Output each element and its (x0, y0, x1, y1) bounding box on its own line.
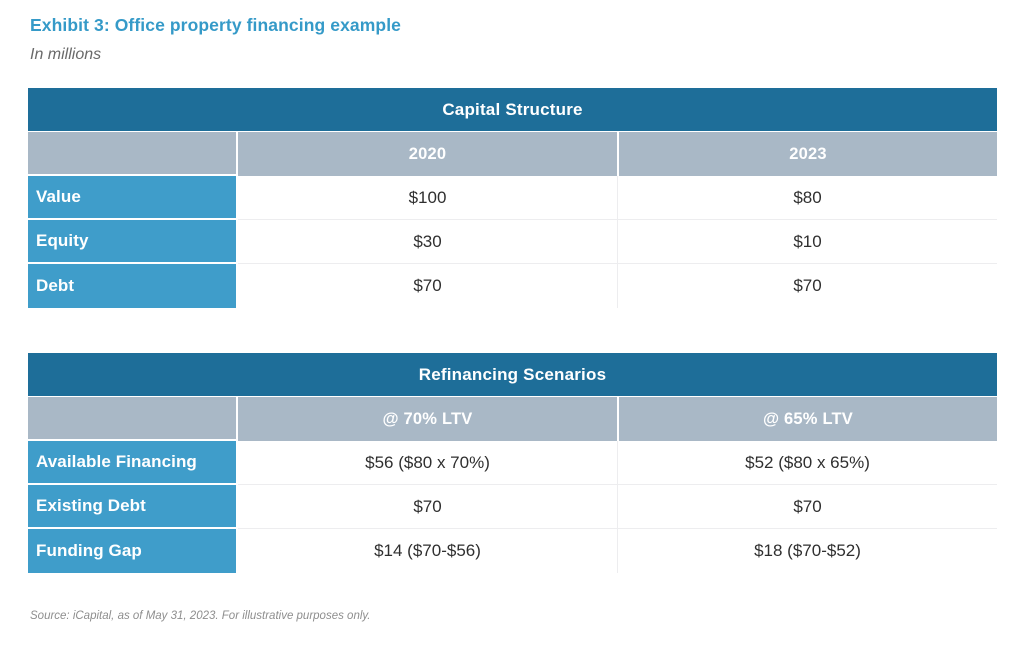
table-title: Refinancing Scenarios (28, 353, 997, 397)
capital-structure-table: Capital Structure 2020 2023 Value $100 $… (28, 88, 997, 308)
data-cell: $70 (238, 264, 617, 308)
column-header: 2020 (238, 132, 617, 176)
table-row: Available Financing $56 ($80 x 70%) $52 … (28, 441, 997, 485)
data-cell: $52 ($80 x 65%) (617, 441, 997, 485)
data-cell: $80 (617, 176, 997, 220)
source-note: Source: iCapital, as of May 31, 2023. Fo… (30, 610, 371, 622)
data-cell: $56 ($80 x 70%) (238, 441, 617, 485)
refinancing-scenarios-table: Refinancing Scenarios @ 70% LTV @ 65% LT… (28, 353, 997, 573)
page-subtitle: In millions (30, 46, 102, 63)
data-cell: $14 ($70-$56) (238, 529, 617, 573)
data-cell: $30 (238, 220, 617, 264)
page-title: Exhibit 3: Office property financing exa… (30, 15, 402, 35)
data-cell: $70 (617, 264, 997, 308)
data-cell: $10 (617, 220, 997, 264)
corner-cell (28, 132, 238, 176)
column-header: @ 70% LTV (238, 397, 617, 441)
data-cell: $100 (238, 176, 617, 220)
row-label: Value (28, 176, 238, 220)
row-label: Available Financing (28, 441, 238, 485)
data-cell: $18 ($70-$52) (617, 529, 997, 573)
table-row: Equity $30 $10 (28, 220, 997, 264)
row-label: Debt (28, 264, 238, 308)
column-header-row: @ 70% LTV @ 65% LTV (28, 397, 997, 441)
corner-cell (28, 397, 238, 441)
column-header: @ 65% LTV (617, 397, 997, 441)
column-header-row: 2020 2023 (28, 132, 997, 176)
data-cell: $70 (238, 485, 617, 529)
table-title: Capital Structure (28, 88, 997, 132)
table-row: Debt $70 $70 (28, 264, 997, 308)
row-label: Equity (28, 220, 238, 264)
column-header: 2023 (617, 132, 997, 176)
exhibit-page: Exhibit 3: Office property financing exa… (28, 15, 997, 622)
data-cell: $70 (617, 485, 997, 529)
table-row: Existing Debt $70 $70 (28, 485, 997, 529)
table-row: Funding Gap $14 ($70-$56) $18 ($70-$52) (28, 529, 997, 573)
row-label: Existing Debt (28, 485, 238, 529)
table-row: Value $100 $80 (28, 176, 997, 220)
row-label: Funding Gap (28, 529, 238, 573)
